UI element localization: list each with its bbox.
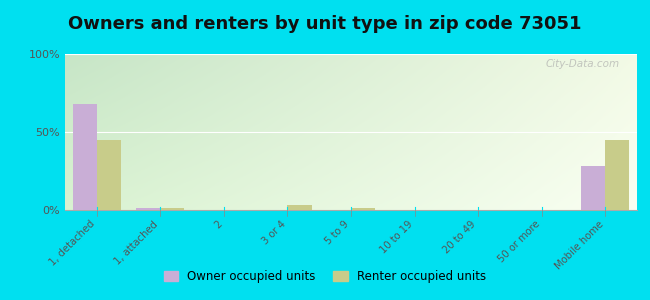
Bar: [161, 208, 185, 210]
Text: Mobile home: Mobile home: [553, 219, 605, 271]
Text: Owners and renters by unit type in zip code 73051: Owners and renters by unit type in zip c…: [68, 15, 582, 33]
Text: 20 to 49: 20 to 49: [442, 219, 478, 255]
Bar: [605, 140, 629, 210]
Text: 5 to 9: 5 to 9: [324, 219, 351, 247]
Text: 2: 2: [213, 219, 224, 231]
Text: 1, detached: 1, detached: [47, 219, 97, 268]
Text: City-Data.com: City-Data.com: [546, 59, 620, 69]
Text: 50 or more: 50 or more: [496, 219, 541, 265]
Text: 10 to 19: 10 to 19: [378, 219, 415, 255]
Bar: [73, 104, 97, 210]
Legend: Owner occupied units, Renter occupied units: Owner occupied units, Renter occupied un…: [159, 266, 491, 288]
Bar: [581, 166, 605, 210]
Text: 1, attached: 1, attached: [113, 219, 161, 266]
Bar: [136, 208, 161, 210]
Bar: [97, 140, 121, 210]
Bar: [287, 205, 311, 210]
Text: 3 or 4: 3 or 4: [260, 219, 287, 247]
Bar: [351, 208, 375, 210]
